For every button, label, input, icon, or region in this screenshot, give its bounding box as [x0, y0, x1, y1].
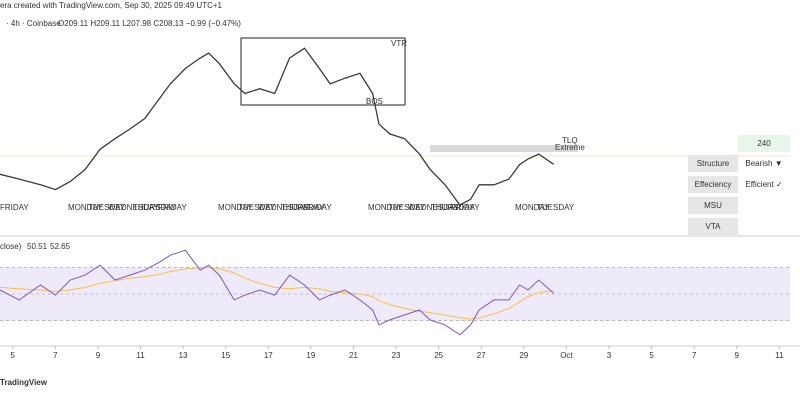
day-label: FRIDAY — [303, 203, 332, 212]
x-tick-label: 9 — [96, 351, 101, 360]
credit: era created with TradingView.com, Sep 30… — [0, 1, 223, 10]
panel-name: Effeciency — [695, 180, 732, 189]
day-label: TUESDAY — [88, 203, 126, 212]
day-label: TUESDAY — [537, 203, 575, 212]
x-tick-label: 5 — [11, 351, 16, 360]
x-tick-label: 5 — [649, 351, 654, 360]
symbol: · 4h · Coinbase — [6, 19, 61, 28]
x-tick-label: Oct — [560, 351, 573, 360]
day-label: MONDAY — [515, 203, 550, 212]
extreme-label: Extreme — [555, 143, 585, 152]
day-label: THURSDAY — [281, 203, 325, 212]
panel-status: Efficient ✓ — [745, 180, 782, 189]
day-label: FRIDAY — [158, 203, 187, 212]
logo: TradingView — [0, 378, 48, 387]
day-label: TUESDAY — [388, 203, 426, 212]
panel-value-box — [738, 135, 790, 152]
rsi-ma-line — [0, 267, 554, 320]
panel-cell — [688, 197, 738, 214]
panel-status: Bearish ▼ — [745, 159, 782, 168]
panel-value: 240 — [757, 139, 771, 148]
x-tick-label: 23 — [392, 351, 401, 360]
x-tick-label: 27 — [477, 351, 486, 360]
day-label: MONDAY — [368, 203, 403, 212]
tlq-zone — [430, 145, 578, 152]
day-label: TUESDAY — [238, 203, 276, 212]
x-tick-label: 9 — [735, 351, 740, 360]
day-label: THURSDAY — [431, 203, 475, 212]
x-tick-label: 3 — [607, 351, 612, 360]
panel-name: MSU — [704, 201, 722, 210]
tlq-label: TLQ — [562, 136, 578, 145]
x-tick-label: 21 — [349, 351, 358, 360]
x-tick-label: 15 — [221, 351, 230, 360]
rsi-value: 50.51 — [27, 242, 48, 251]
rsi-ma-value: 52.65 — [50, 242, 71, 251]
x-tick-label: 11 — [775, 351, 784, 360]
day-label: FRIDAY — [0, 203, 29, 212]
rsi-label: close) — [0, 242, 22, 251]
rsi-line — [0, 249, 554, 336]
day-label: WEDNESDAY — [108, 203, 160, 212]
ohlc: O209.11 H209.11 L207.98 C208.13 −0.99 (−… — [58, 19, 241, 28]
day-label: WEDNESDAY — [258, 203, 310, 212]
day-label: MONDAY — [218, 203, 253, 212]
day-label: MONDAY — [68, 203, 103, 212]
x-tick-label: 13 — [179, 351, 188, 360]
day-label: WEDNESDAY — [408, 203, 460, 212]
vtr-label: VTR — [391, 39, 407, 48]
x-tick-label: 29 — [519, 351, 528, 360]
x-tick-label: 25 — [434, 351, 443, 360]
day-label: FRIDAY — [451, 203, 480, 212]
rsi-band — [0, 267, 790, 321]
panel-name: Structure — [697, 159, 730, 168]
panel-name: VTA — [706, 222, 722, 231]
x-tick-label: 19 — [306, 351, 315, 360]
x-tick-label: 11 — [136, 351, 145, 360]
x-tick-label: 7 — [53, 351, 58, 360]
x-tick-label: 17 — [264, 351, 273, 360]
panel-cell — [688, 218, 738, 235]
panel-cell — [688, 176, 738, 193]
x-tick-label: 7 — [692, 351, 697, 360]
price-line — [0, 47, 554, 206]
vtr-box — [240, 37, 406, 106]
panel-cell — [688, 155, 738, 172]
day-label: THURSDAY — [133, 203, 177, 212]
